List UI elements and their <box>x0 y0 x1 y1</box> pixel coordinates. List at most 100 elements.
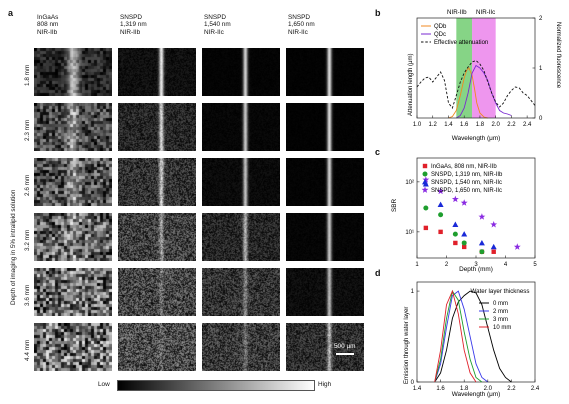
image-tile-canvas <box>118 158 196 206</box>
panel-a-ylabel: Depth of imaging in 5% intralipid soluti… <box>10 189 17 305</box>
column-header-line: NIR-IIb <box>120 28 141 36</box>
x-tick-label: 2 <box>445 262 449 268</box>
column-header-snspd-1319: SNSPD 1,319 nm NIR-IIb <box>120 14 147 36</box>
chart-d-ylabel: Emission through water layer <box>404 307 410 384</box>
image-tile-canvas <box>202 158 280 206</box>
chart-c: 1 2 3 4 5 10¹ 10² InGaAs, 808 nm, NIR-IIb SNSP… <box>391 157 537 273</box>
data-point <box>462 244 467 250</box>
depth-row-label: 4.4 mm <box>24 339 31 361</box>
y-tick-label: 10² <box>405 180 414 186</box>
column-header-line: SNSPD <box>120 14 143 21</box>
y-tick-label: 1 <box>411 289 415 295</box>
column-header-line: 1,319 nm <box>120 21 147 29</box>
chart-c-xlabel: Depth (mm) <box>459 266 493 273</box>
spectral-band <box>472 18 496 118</box>
data-point <box>438 229 443 235</box>
column-header-snspd-1650: SNSPD 1,650 nm NIR-IIc <box>288 14 315 36</box>
column-header-line: NIR-IIc <box>204 28 224 36</box>
image-tile <box>118 48 196 96</box>
x-tick-label: 2.0 <box>491 122 500 128</box>
series-line <box>434 289 483 383</box>
column-header-ingaas: InGaAs 808 nm NIR-IIb <box>37 14 58 36</box>
data-point <box>452 231 458 237</box>
image-tile-canvas <box>118 103 196 151</box>
depth-row-label: 3.6 mm <box>24 284 31 306</box>
image-tile-canvas <box>118 213 196 261</box>
data-point <box>490 220 498 228</box>
x-tick-label: 1.8 <box>476 122 485 128</box>
image-tile-canvas <box>34 323 112 371</box>
x-tick-label: 1.8 <box>460 386 469 392</box>
x-tick-label: 1 <box>415 262 419 268</box>
image-tile <box>286 158 364 206</box>
legend-label: SNSPD, 1,650 nm, NIR-IIc <box>431 188 502 194</box>
legend-marker <box>421 186 429 193</box>
image-tile <box>34 268 112 316</box>
data-point <box>422 176 430 183</box>
band-label-nir-iib: NIR-IIb <box>447 9 467 16</box>
image-tile-canvas <box>286 48 364 96</box>
x-tick-label: 2.2 <box>507 122 516 128</box>
data-point <box>437 201 444 208</box>
legend-marker <box>422 171 428 177</box>
image-tile-canvas <box>286 158 364 206</box>
image-tile <box>202 268 280 316</box>
x-tick-label: 1.0 <box>413 122 422 128</box>
image-tile-canvas <box>34 213 112 261</box>
x-tick-label: 1.2 <box>429 122 438 128</box>
y-tick-label: 1 <box>539 66 543 72</box>
x-tick-label: 2.4 <box>531 386 540 392</box>
colorbar-low-label: Low <box>98 381 110 388</box>
chart-d-xlabel: Wavelength (μm) <box>452 391 501 398</box>
legend-label: QDc <box>434 32 446 38</box>
panel-d-label: d <box>375 268 381 278</box>
depth-row-label: 3.2 mm <box>24 229 31 251</box>
legend-label: 2 mm <box>493 309 508 315</box>
data-point <box>437 187 445 195</box>
x-tick-label: 2.2 <box>507 386 516 392</box>
image-tile-canvas <box>286 103 364 151</box>
image-tile <box>286 268 364 316</box>
image-tile <box>118 323 196 371</box>
data-point <box>479 249 485 255</box>
legend-label: Effective attenuation <box>434 40 488 46</box>
image-tile <box>202 48 280 96</box>
x-tick-label: 1.6 <box>460 122 469 128</box>
series-line <box>448 67 488 119</box>
legend-label: 0 mm <box>493 301 508 307</box>
x-tick-label: 1.6 <box>436 386 445 392</box>
y-tick-label: 10¹ <box>405 230 414 236</box>
panel-b-label: b <box>375 8 381 18</box>
series-line <box>434 289 477 383</box>
image-tile <box>118 158 196 206</box>
data-point <box>423 205 429 211</box>
series-line <box>416 59 536 109</box>
legend-marker <box>422 163 428 169</box>
image-tile-canvas <box>34 103 112 151</box>
image-tile-canvas <box>34 158 112 206</box>
image-tile-canvas <box>202 268 280 316</box>
depth-row-label: 1.8 mm <box>24 64 31 86</box>
data-point <box>513 243 521 250</box>
image-tile <box>286 103 364 151</box>
image-tile <box>202 158 280 206</box>
column-header-line: 1,540 nm <box>204 21 231 29</box>
x-tick-label: 3 <box>474 262 478 268</box>
x-tick-label: 1.4 <box>444 122 453 128</box>
x-tick-label: 4 <box>504 262 508 268</box>
image-tile-canvas <box>34 268 112 316</box>
depth-row-label: 2.3 mm <box>24 119 31 141</box>
chart-b-ylabel-right: Normalized fluorescence <box>555 22 561 89</box>
series-line <box>434 290 489 383</box>
legend-label: SNSPD, 1,540 nm, NIR-IIc <box>431 180 502 186</box>
image-tile <box>34 103 112 151</box>
chart-d-frame <box>416 281 536 383</box>
image-tile <box>286 323 364 371</box>
column-header-line: 1,650 nm <box>288 21 315 29</box>
image-tile <box>202 323 280 371</box>
image-tile <box>118 103 196 151</box>
image-tile <box>34 213 112 261</box>
column-header-line: 808 nm <box>37 21 59 29</box>
column-header-snspd-1540: SNSPD 1,540 nm NIR-IIc <box>204 14 231 36</box>
x-tick-label: 1.4 <box>413 386 422 392</box>
